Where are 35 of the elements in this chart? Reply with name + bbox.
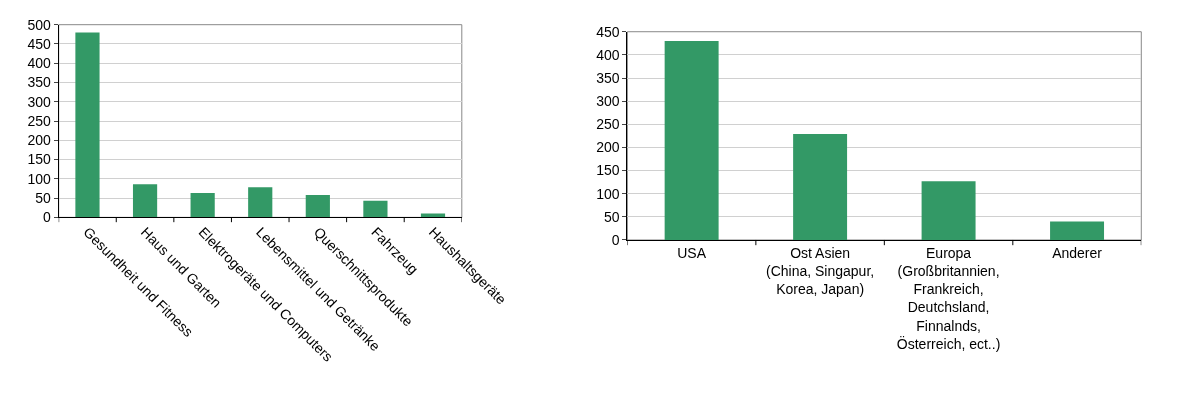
y-tick-label: 0	[43, 209, 52, 226]
bar	[793, 134, 848, 240]
y-tick-label: 50	[35, 189, 52, 206]
bar	[1050, 221, 1105, 240]
y-tick-label: 250	[596, 116, 620, 133]
y-tick-label: 250	[27, 112, 52, 129]
y-tick-label: 100	[596, 185, 620, 202]
y-tick-label: 400	[27, 55, 52, 72]
y-tick-label: 50	[604, 208, 620, 225]
bar	[132, 184, 158, 218]
bar	[921, 181, 976, 240]
bar	[363, 200, 388, 218]
y-tick-label: 350	[596, 69, 620, 86]
y-tick-label: 350	[27, 74, 52, 91]
y-tick-label: 150	[596, 162, 620, 179]
y-tick-label: 450	[596, 23, 620, 40]
x-tick-label: USA	[677, 244, 707, 261]
y-tick-label: 150	[27, 151, 52, 168]
x-tick-label: Europa (Großbritannien, Frankreich, Deutchsland, Finnalnds, Österreich, ect..)	[896, 244, 1001, 352]
y-tick-label: 200	[596, 139, 620, 156]
y-tick-label: 450	[27, 35, 52, 52]
bar	[75, 32, 100, 218]
y-tick-label: 300	[596, 93, 620, 110]
bar	[664, 40, 719, 240]
y-tick-label: 0	[611, 231, 620, 248]
y-tick-label: 200	[27, 132, 52, 149]
x-tick-label: Anderer	[1052, 244, 1103, 261]
y-tick-label: 400	[596, 46, 620, 63]
bar	[305, 195, 330, 218]
y-tick-label: 300	[27, 93, 52, 110]
x-tick-label: Ost Asien (China, Singapur, Korea, Japan)	[766, 244, 875, 298]
y-tick-label: 500	[27, 16, 52, 33]
y-tick-label: 100	[27, 170, 52, 187]
bar	[248, 187, 273, 218]
bar	[190, 193, 215, 218]
